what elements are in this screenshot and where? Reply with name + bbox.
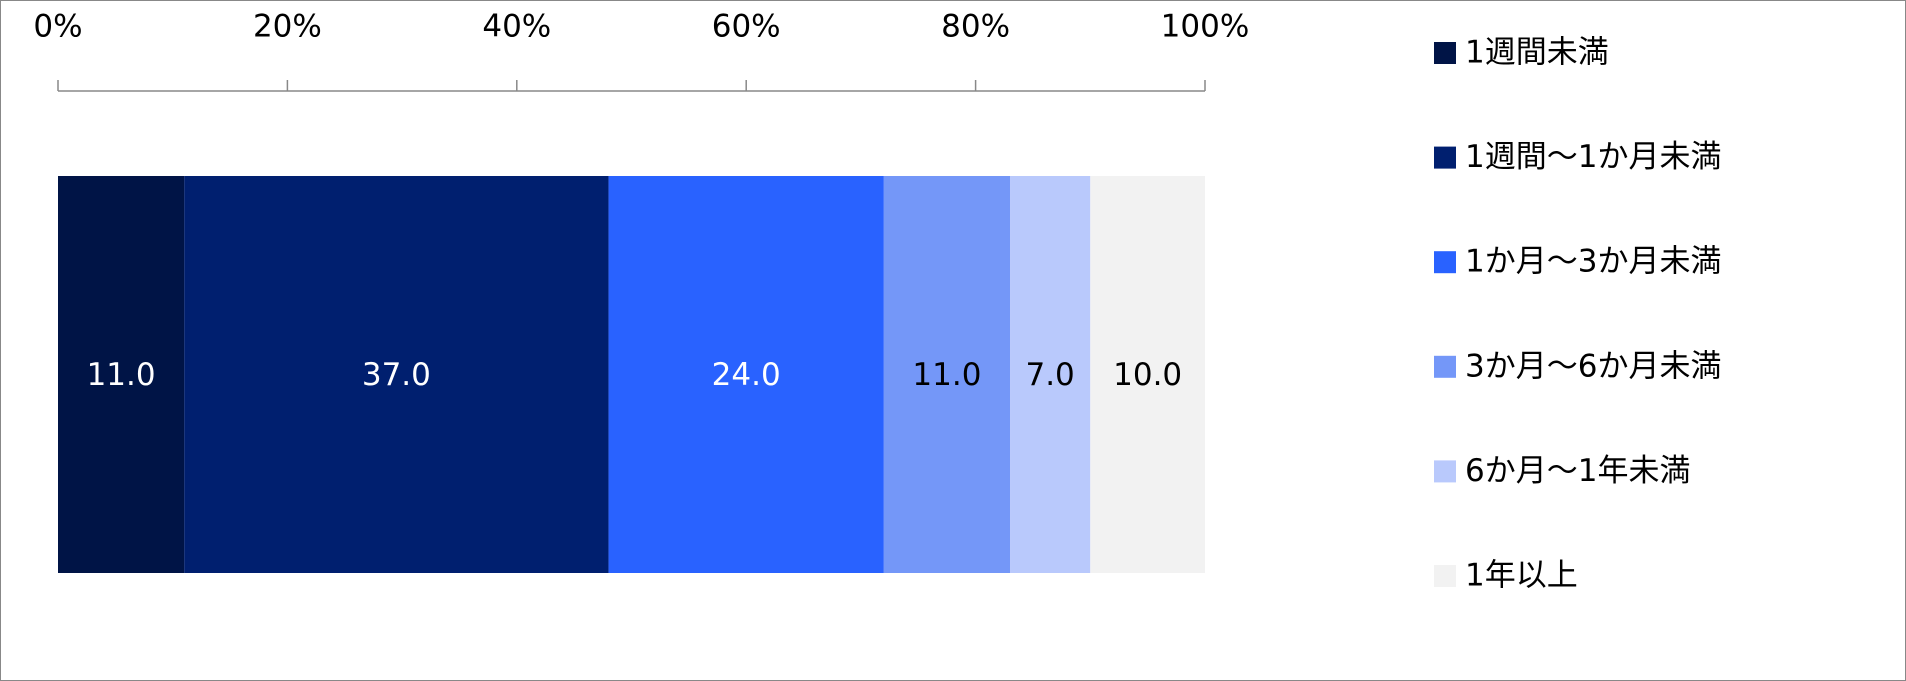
x-tick-label: 0%	[33, 9, 82, 45]
bar-segment	[883, 176, 1011, 573]
value-label: 11.0	[87, 357, 156, 393]
value-label: 7.0	[1025, 357, 1074, 393]
legend-swatch	[1434, 251, 1456, 274]
bar-segment	[1010, 176, 1091, 573]
legend-label: 1週間～1か月未満	[1465, 139, 1721, 175]
x-tick-label: 40%	[482, 9, 551, 45]
bar-segment	[58, 176, 185, 573]
value-label: 10.0	[1113, 357, 1182, 393]
x-tick-label: 100%	[1161, 9, 1250, 45]
legend-swatch	[1434, 146, 1456, 169]
value-label: 11.0	[912, 357, 981, 393]
bar-segment	[608, 176, 884, 573]
x-tick-label: 20%	[253, 9, 322, 45]
x-tick-label: 80%	[941, 9, 1010, 45]
legend-label: 1年以上	[1465, 558, 1578, 594]
value-label: 24.0	[712, 357, 781, 393]
legend-label: 6か月～1年未満	[1465, 453, 1690, 489]
value-label: 37.0	[362, 357, 431, 393]
legend-swatch	[1434, 565, 1456, 587]
legend-label: 1か月～3か月未満	[1465, 244, 1721, 280]
legend-label: 3か月～6か月未満	[1465, 348, 1721, 384]
legend-label: 1週間未満	[1465, 35, 1609, 71]
legend-swatch	[1434, 42, 1456, 64]
bar-segment	[1090, 176, 1205, 573]
legend-swatch	[1434, 355, 1456, 378]
bar-segment	[184, 176, 609, 573]
legend-swatch	[1434, 460, 1456, 483]
x-tick-label: 60%	[712, 9, 781, 45]
